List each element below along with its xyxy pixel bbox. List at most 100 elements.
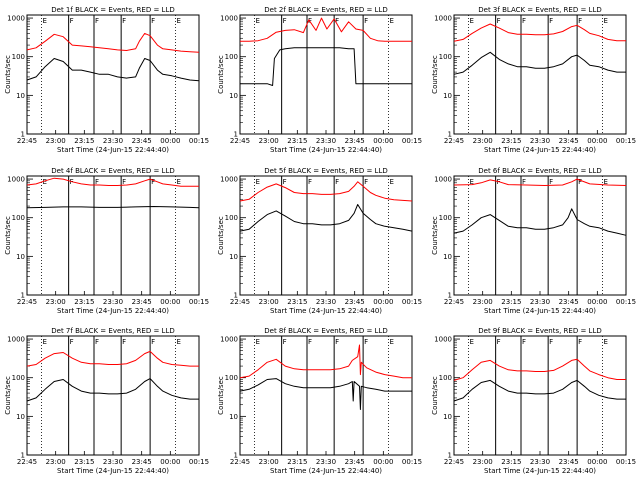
panel-title: Det 2f BLACK = Events, RED = LLD [264,6,387,14]
y-tick-label: 1 [21,131,25,139]
panel-5: Det 5f BLACK = Events, RED = LLD 1 10 100 10… [217,167,422,315]
x-tick-label: 00:00 [587,137,607,145]
marker-label-f: F [95,17,99,25]
x-tick-label: 23:00 [473,137,493,145]
y-tick-label: 1 [21,452,25,460]
x-tick-label: 23:30 [530,458,550,466]
x-tick-label: 22:45 [444,298,464,306]
y-tick-label: 10 [229,92,238,100]
marker-label-f: F [95,338,99,346]
x-axis-label: Start Time (24-Jun-15 22:44:40) [57,467,169,475]
x-tick-label: 23:15 [501,298,521,306]
x-tick-label: 23:30 [103,137,123,145]
series-line-lld [26,350,199,367]
series-line-events [239,204,413,232]
y-tick-label: 1000 [7,336,25,344]
marker-label-f: F [522,338,526,346]
x-tick-label: 23:45 [559,458,579,466]
x-tick-label: 23:45 [345,137,365,145]
marker-label-f: F [364,178,368,186]
marker-label-f: F [308,338,312,346]
x-tick-label: 23:00 [259,298,279,306]
x-tick-label: 00:00 [160,458,180,466]
panel-9: Det 9f BLACK = Events, RED = LLD 1 10 100 10… [431,327,636,475]
x-tick-label: 23:30 [316,458,336,466]
plot-frame [239,175,413,296]
panel-title: Det 5f BLACK = Events, RED = LLD [264,167,387,175]
x-tick-label: 00:15 [402,298,422,306]
series-line-lld [453,23,626,42]
marker-label-e: E [42,338,46,346]
x-tick-label: 23:00 [259,137,279,145]
x-tick-label: 23:45 [559,137,579,145]
y-tick-label: 10 [229,253,238,261]
marker-label-f: F [364,338,368,346]
plot-frame [453,14,627,135]
marker-label-f: F [522,17,526,25]
y-tick-label: 1000 [7,176,25,184]
y-tick-label: 10 [229,413,238,421]
series-line-lld [453,178,627,186]
series-line-events [239,378,412,410]
y-tick-label: 10 [443,413,452,421]
marker-label-f: F [549,338,553,346]
panel-6: Det 6f BLACK = Events, RED = LLD 1 10 100 10… [431,167,636,315]
panel-3: Det 3f BLACK = Events, RED = LLD 1 10 100 10… [431,6,636,154]
marker-label-e: E [255,338,259,346]
y-tick-label: 100 [225,214,238,222]
marker-label-f: F [151,338,155,346]
y-axis-label: Counts/sec [4,376,12,415]
y-axis-label: Counts/sec [217,55,225,94]
x-tick-label: 23:15 [287,137,307,145]
x-tick-label: 23:15 [501,458,521,466]
x-axis-label: Start Time (24-Jun-15 22:44:40) [270,307,382,315]
plot-frame [239,335,413,456]
y-tick-label: 1 [21,292,25,300]
marker-label-f: F [549,17,553,25]
plot-frame [453,175,627,296]
marker-label-f: F [283,338,287,346]
panel-title: Det 3f BLACK = Events, RED = LLD [478,6,601,14]
series-line-events [26,206,200,209]
y-tick-label: 1000 [434,15,452,23]
x-axis-label: Start Time (24-Jun-15 22:44:40) [57,307,169,315]
series-line-lld [239,344,412,379]
marker-label-f: F [335,17,339,25]
marker-label-f: F [70,17,74,25]
y-tick-label: 10 [16,92,25,100]
marker-label-f: F [122,17,126,25]
plot-frame [239,14,413,135]
y-tick-label: 100 [225,53,238,61]
plot-frame [26,175,200,296]
x-tick-label: 00:15 [616,458,636,466]
marker-label-f: F [122,338,126,346]
panel-title: Det 1f BLACK = Events, RED = LLD [51,6,174,14]
marker-label-f: F [335,178,339,186]
y-axis-label: Counts/sec [431,216,439,255]
series-line-lld [26,177,199,187]
series-line-lld [453,358,626,381]
y-tick-label: 1 [448,292,452,300]
marker-label-f: F [308,178,312,186]
x-tick-label: 22:45 [230,298,250,306]
y-tick-label: 100 [12,214,25,222]
marker-label-e: E [469,17,473,25]
x-axis-label: Start Time (24-Jun-15 22:44:40) [484,146,596,154]
panel-1: Det 1f BLACK = Events, RED = LLD 1 10 100 10… [4,6,209,154]
marker-label-e: E [469,178,473,186]
x-tick-label: 23:00 [473,298,493,306]
marker-label-e: E [469,338,473,346]
y-tick-label: 1 [234,452,238,460]
marker-label-f: F [578,338,582,346]
panel-7: Det 7f BLACK = Events, RED = LLD 1 10 100 10… [4,327,209,475]
y-axis-label: Counts/sec [217,216,225,255]
x-tick-label: 22:45 [444,458,464,466]
x-tick-label: 23:30 [103,298,123,306]
x-tick-label: 00:00 [373,458,393,466]
x-axis-label: Start Time (24-Jun-15 22:44:40) [484,467,596,475]
marker-label-f: F [549,178,553,186]
x-tick-label: 23:45 [345,458,365,466]
x-axis-label: Start Time (24-Jun-15 22:44:40) [270,467,382,475]
x-tick-label: 00:00 [373,137,393,145]
marker-label-e: E [389,17,393,25]
